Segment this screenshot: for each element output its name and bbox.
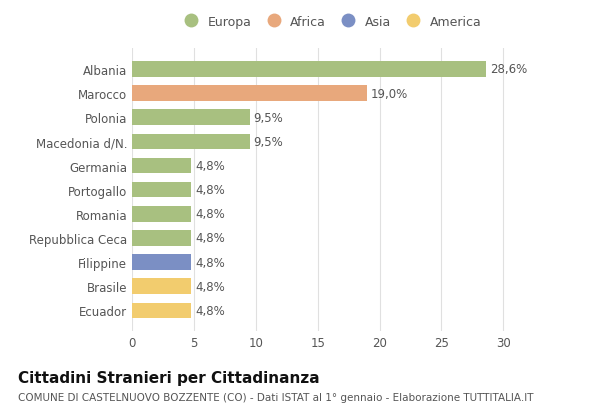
Text: 4,8%: 4,8% (195, 184, 225, 197)
Legend: Europa, Africa, Asia, America: Europa, Africa, Asia, America (179, 16, 481, 29)
Text: 4,8%: 4,8% (195, 280, 225, 293)
Bar (132, 182, 191, 198)
Bar (132, 158, 191, 174)
Text: 4,8%: 4,8% (195, 160, 225, 173)
Bar (132, 279, 191, 294)
Text: 9,5%: 9,5% (253, 135, 283, 148)
Text: Cittadini Stranieri per Cittadinanza: Cittadini Stranieri per Cittadinanza (18, 370, 320, 385)
Bar (132, 231, 191, 246)
Bar (132, 303, 191, 319)
Bar (132, 110, 250, 126)
Bar (132, 207, 191, 222)
Text: 4,8%: 4,8% (195, 232, 225, 245)
Bar (132, 255, 191, 270)
Text: COMUNE DI CASTELNUOVO BOZZENTE (CO) - Dati ISTAT al 1° gennaio - Elaborazione TU: COMUNE DI CASTELNUOVO BOZZENTE (CO) - Da… (18, 392, 533, 402)
Bar (132, 86, 367, 102)
Text: 4,8%: 4,8% (195, 256, 225, 269)
Text: 28,6%: 28,6% (490, 63, 527, 76)
Text: 4,8%: 4,8% (195, 208, 225, 221)
Bar (132, 134, 250, 150)
Text: 19,0%: 19,0% (371, 88, 408, 100)
Text: 9,5%: 9,5% (253, 111, 283, 124)
Bar (132, 62, 486, 78)
Text: 4,8%: 4,8% (195, 304, 225, 317)
